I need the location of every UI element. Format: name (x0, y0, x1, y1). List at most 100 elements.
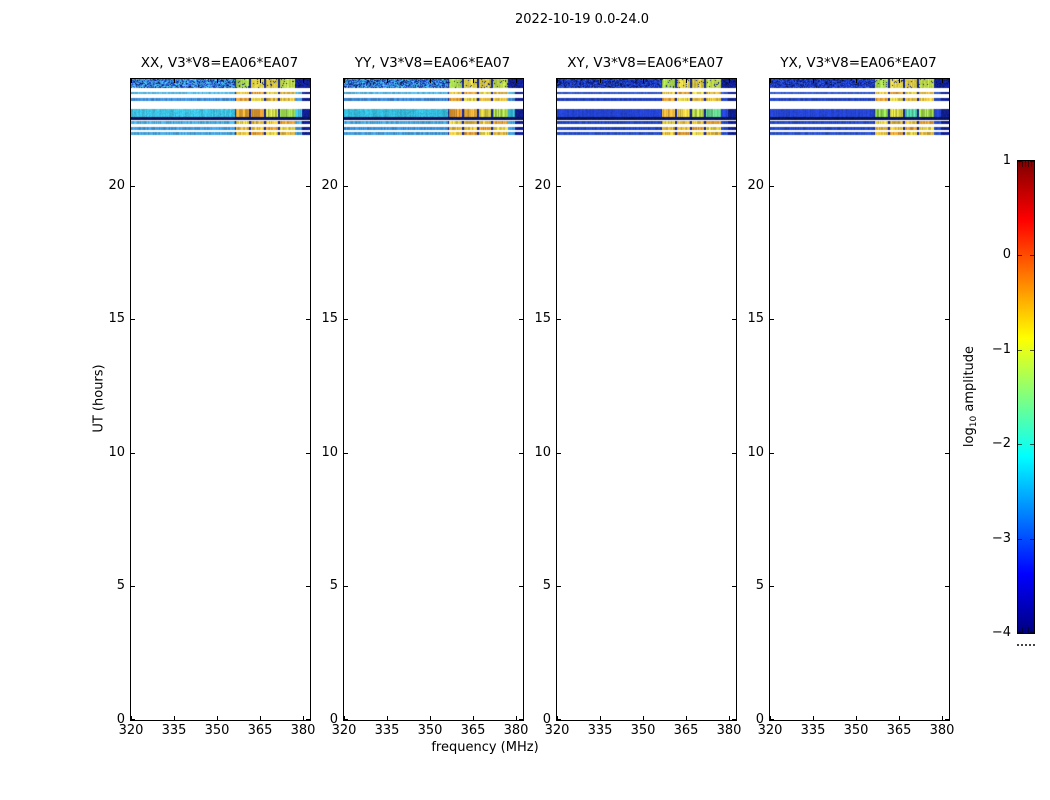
x-tick-mark (600, 79, 601, 83)
x-tick-mark (473, 79, 474, 83)
colorbar-tick-mark (1018, 255, 1022, 256)
heatmap-panel-xx: 320 335 350 365 380 0 5 10 15 20 (108, 78, 315, 738)
y-tick-label: 20 (747, 178, 764, 193)
y-tick-mark (131, 453, 135, 454)
x-tick-mark (899, 79, 900, 83)
x-tick-mark (303, 79, 304, 83)
y-tick-mark (344, 319, 348, 320)
colorbar-tick-label: −3 (991, 531, 1011, 546)
y-tick-mark (131, 319, 135, 320)
x-tick-mark (217, 79, 218, 83)
colorbar-end-hatch-bottom (1019, 627, 1033, 633)
y-tick-mark (557, 719, 561, 720)
colorbar-label-subscript: 10 (969, 415, 979, 428)
y-tick-mark (519, 586, 523, 587)
y-tick-mark (131, 186, 135, 187)
y-tick-label: 5 (329, 578, 338, 593)
x-tick-mark (557, 79, 558, 83)
colorbar-tick-mark (1030, 539, 1034, 540)
x-tick-mark (430, 716, 431, 720)
heatmap-canvas-yx (770, 79, 949, 720)
x-tick-label: 365 (673, 723, 699, 738)
y-tick-mark (519, 453, 523, 454)
x-tick-label: 335 (587, 723, 613, 738)
x-tick-label: 380 (716, 723, 742, 738)
colorbar-tick-label: 1 (1002, 153, 1011, 168)
x-tick-mark (131, 716, 132, 720)
y-tick-mark (131, 586, 135, 587)
y-tick-label: 20 (321, 178, 338, 193)
y-tick-mark (519, 719, 523, 720)
x-tick-label: 350 (843, 723, 869, 738)
x-tick-label: 350 (204, 723, 230, 738)
x-tick-label: 365 (460, 723, 486, 738)
y-tick-label: 0 (329, 712, 338, 727)
y-axis-label: UT (hours) (91, 364, 107, 433)
x-tick-mark (686, 716, 687, 720)
y-tick-mark (770, 719, 774, 720)
x-tick-mark (770, 716, 771, 720)
y-tick-mark (770, 319, 774, 320)
x-tick-mark (942, 716, 943, 720)
y-tick-label: 5 (116, 578, 125, 593)
x-tick-mark (643, 79, 644, 83)
x-tick-mark (344, 716, 345, 720)
y-tick-mark (344, 719, 348, 720)
x-tick-mark (131, 79, 132, 83)
y-tick-mark (306, 719, 310, 720)
colorbar-tick-label: 0 (1002, 247, 1011, 262)
x-tick-mark (856, 79, 857, 83)
y-tick-label: 10 (321, 445, 338, 460)
colorbar-gradient (1018, 161, 1034, 633)
y-tick-label: 5 (542, 578, 551, 593)
heatmap-canvas-xy (557, 79, 736, 720)
x-tick-mark (729, 79, 730, 83)
y-tick-mark (519, 186, 523, 187)
x-tick-mark (813, 716, 814, 720)
x-tick-mark (344, 79, 345, 83)
y-tick-label: 15 (534, 311, 551, 326)
y-tick-label: 5 (755, 578, 764, 593)
y-tick-mark (770, 453, 774, 454)
x-tick-mark (686, 79, 687, 83)
panel-title-yx: YX, V3*V8=EA06*EA07 (780, 55, 937, 71)
y-tick-mark (306, 186, 310, 187)
colorbar-dotted-end (1017, 644, 1035, 646)
x-tick-mark (217, 716, 218, 720)
x-tick-label: 350 (417, 723, 443, 738)
x-tick-mark (430, 79, 431, 83)
x-tick-label: 335 (374, 723, 400, 738)
x-tick-mark (557, 716, 558, 720)
x-tick-label: 320 (544, 723, 570, 738)
y-tick-label: 15 (108, 311, 125, 326)
colorbar-tick-label: −1 (991, 342, 1011, 357)
x-tick-mark (729, 716, 730, 720)
x-tick-mark (770, 79, 771, 83)
heatmap-panel-yy: 320 335 350 365 380 0 5 10 15 20 (321, 78, 528, 738)
y-tick-label: 0 (542, 712, 551, 727)
colorbar-end-hatch-top (1019, 161, 1033, 167)
heatmap-canvas-xx (131, 79, 310, 720)
x-tick-label: 380 (929, 723, 955, 738)
colorbar-tick-mark (1018, 350, 1022, 351)
panel-title-yy: YY, V3*V8=EA06*EA07 (354, 55, 511, 71)
y-tick-mark (519, 319, 523, 320)
x-tick-mark (174, 79, 175, 83)
colorbar-tick-mark (1030, 161, 1034, 162)
y-tick-label: 15 (747, 311, 764, 326)
y-tick-label: 0 (755, 712, 764, 727)
panel-title-xy: XY, V3*V8=EA06*EA07 (567, 55, 724, 71)
y-tick-mark (770, 186, 774, 187)
y-tick-mark (557, 586, 561, 587)
x-tick-label: 320 (118, 723, 144, 738)
colorbar-tick-mark (1030, 350, 1034, 351)
figure-title: 2022-10-19 0.0-24.0 (515, 12, 649, 27)
y-tick-mark (344, 586, 348, 587)
x-tick-mark (942, 79, 943, 83)
x-tick-mark (516, 79, 517, 83)
x-tick-mark (387, 716, 388, 720)
y-tick-mark (732, 319, 736, 320)
x-tick-mark (856, 716, 857, 720)
x-tick-label: 365 (886, 723, 912, 738)
